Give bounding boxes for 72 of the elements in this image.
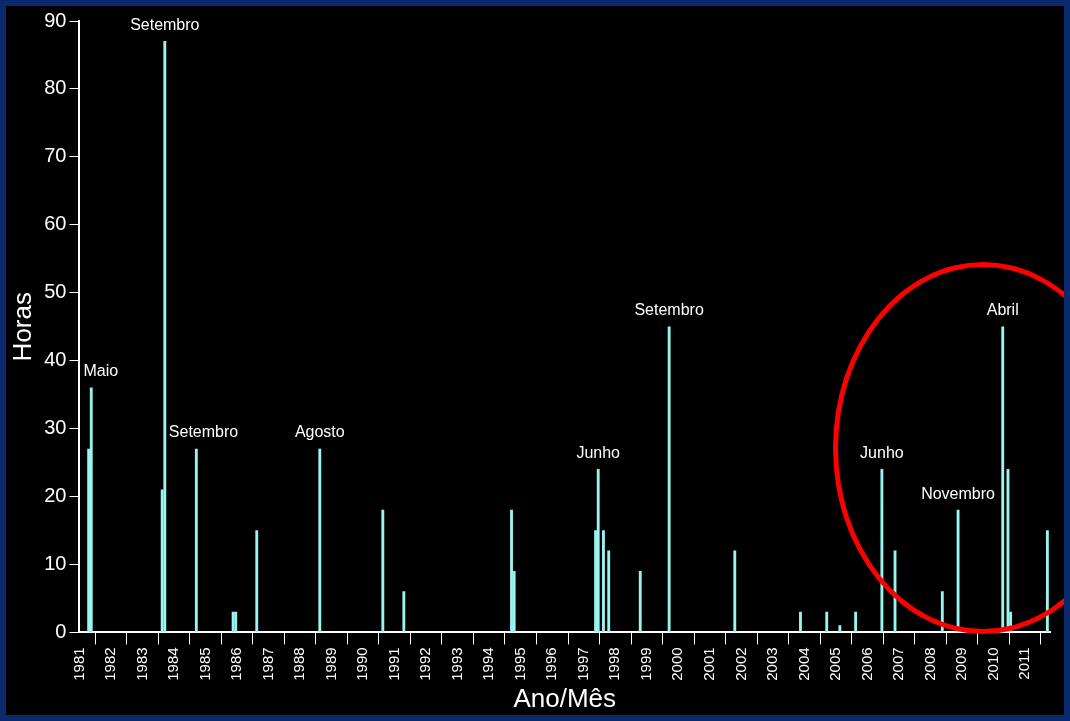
bar <box>89 387 93 633</box>
bar <box>510 509 513 633</box>
x-tick-label: 2001 <box>699 647 717 681</box>
annotation: Setembro <box>130 15 200 33</box>
x-tick-label: 1989 <box>321 647 339 681</box>
bar <box>854 611 858 633</box>
x-tick-label: 1995 <box>510 647 528 681</box>
x-tick-label: 1998 <box>605 647 623 681</box>
y-tick-label: 70 <box>44 144 67 167</box>
y-tick-label: 10 <box>44 552 67 575</box>
y-tick-label: 80 <box>44 76 67 99</box>
bar <box>381 509 385 633</box>
bar <box>596 469 600 633</box>
bar <box>607 550 611 633</box>
bar <box>318 448 322 633</box>
y-tick-label: 30 <box>44 416 67 439</box>
annotation: Setembro <box>634 301 704 319</box>
x-tick-label: 1986 <box>227 647 245 681</box>
x-tick-label: 1984 <box>164 647 182 681</box>
x-tick-label: 2006 <box>857 647 875 681</box>
y-axis-title: Horas <box>6 292 37 362</box>
annotation: Setembro <box>168 423 239 441</box>
x-tick-label: 1996 <box>542 647 560 681</box>
x-tick-label: 1994 <box>479 647 497 681</box>
y-tick-label: 50 <box>44 280 67 303</box>
x-tick-label: 1992 <box>416 647 434 681</box>
bar <box>799 611 802 633</box>
bar <box>667 326 671 633</box>
x-tick-label: 1983 <box>132 647 150 681</box>
x-tick-label: 2005 <box>826 647 844 681</box>
x-tick-label: 1987 <box>258 647 276 681</box>
y-tick-label: 0 <box>55 619 67 642</box>
x-tick-label: 2010 <box>983 647 1001 681</box>
x-tick-label: 2011 <box>1015 647 1033 680</box>
bar <box>880 469 884 633</box>
bar <box>255 530 259 633</box>
bar <box>733 550 737 633</box>
bar <box>602 530 605 633</box>
y-tick-label: 60 <box>44 212 67 235</box>
x-tick-label: 1991 <box>384 647 402 681</box>
x-tick-label: 1985 <box>195 647 213 681</box>
x-tick-label: 1999 <box>636 647 654 681</box>
y-tick-label: 20 <box>44 484 67 507</box>
x-tick-label: 1993 <box>447 647 465 681</box>
bar <box>1045 530 1049 633</box>
x-tick-label: 1997 <box>573 647 591 681</box>
annotation: Junho <box>576 443 621 461</box>
annotation: Novembro <box>921 484 996 502</box>
x-tick-label: 2007 <box>889 647 907 681</box>
bar <box>163 41 167 633</box>
y-tick-label: 40 <box>44 348 67 371</box>
annotation: Abril <box>986 301 1019 319</box>
bar <box>402 591 406 633</box>
annotation: Agosto <box>294 423 345 441</box>
x-tick-label: 1988 <box>290 647 308 681</box>
x-tick-label: 1990 <box>353 647 371 681</box>
x-axis-title: Ano/Mês <box>513 682 617 713</box>
annotation: Maio <box>83 362 119 380</box>
x-tick-label: 1981 <box>69 647 87 681</box>
bar <box>638 570 642 633</box>
x-tick-label: 2004 <box>794 647 812 681</box>
bar <box>838 625 842 633</box>
x-tick-label: 2003 <box>763 647 781 681</box>
x-tick-label: 1982 <box>101 647 119 681</box>
bar <box>194 448 198 633</box>
x-tick-label: 2009 <box>952 647 970 681</box>
annotation: Junho <box>860 443 904 461</box>
x-tick-label: 2002 <box>731 647 749 681</box>
x-tick-label: 2008 <box>920 647 938 681</box>
x-tick-label: 2000 <box>668 647 686 681</box>
bar <box>825 611 829 633</box>
y-tick-label: 90 <box>44 8 67 31</box>
